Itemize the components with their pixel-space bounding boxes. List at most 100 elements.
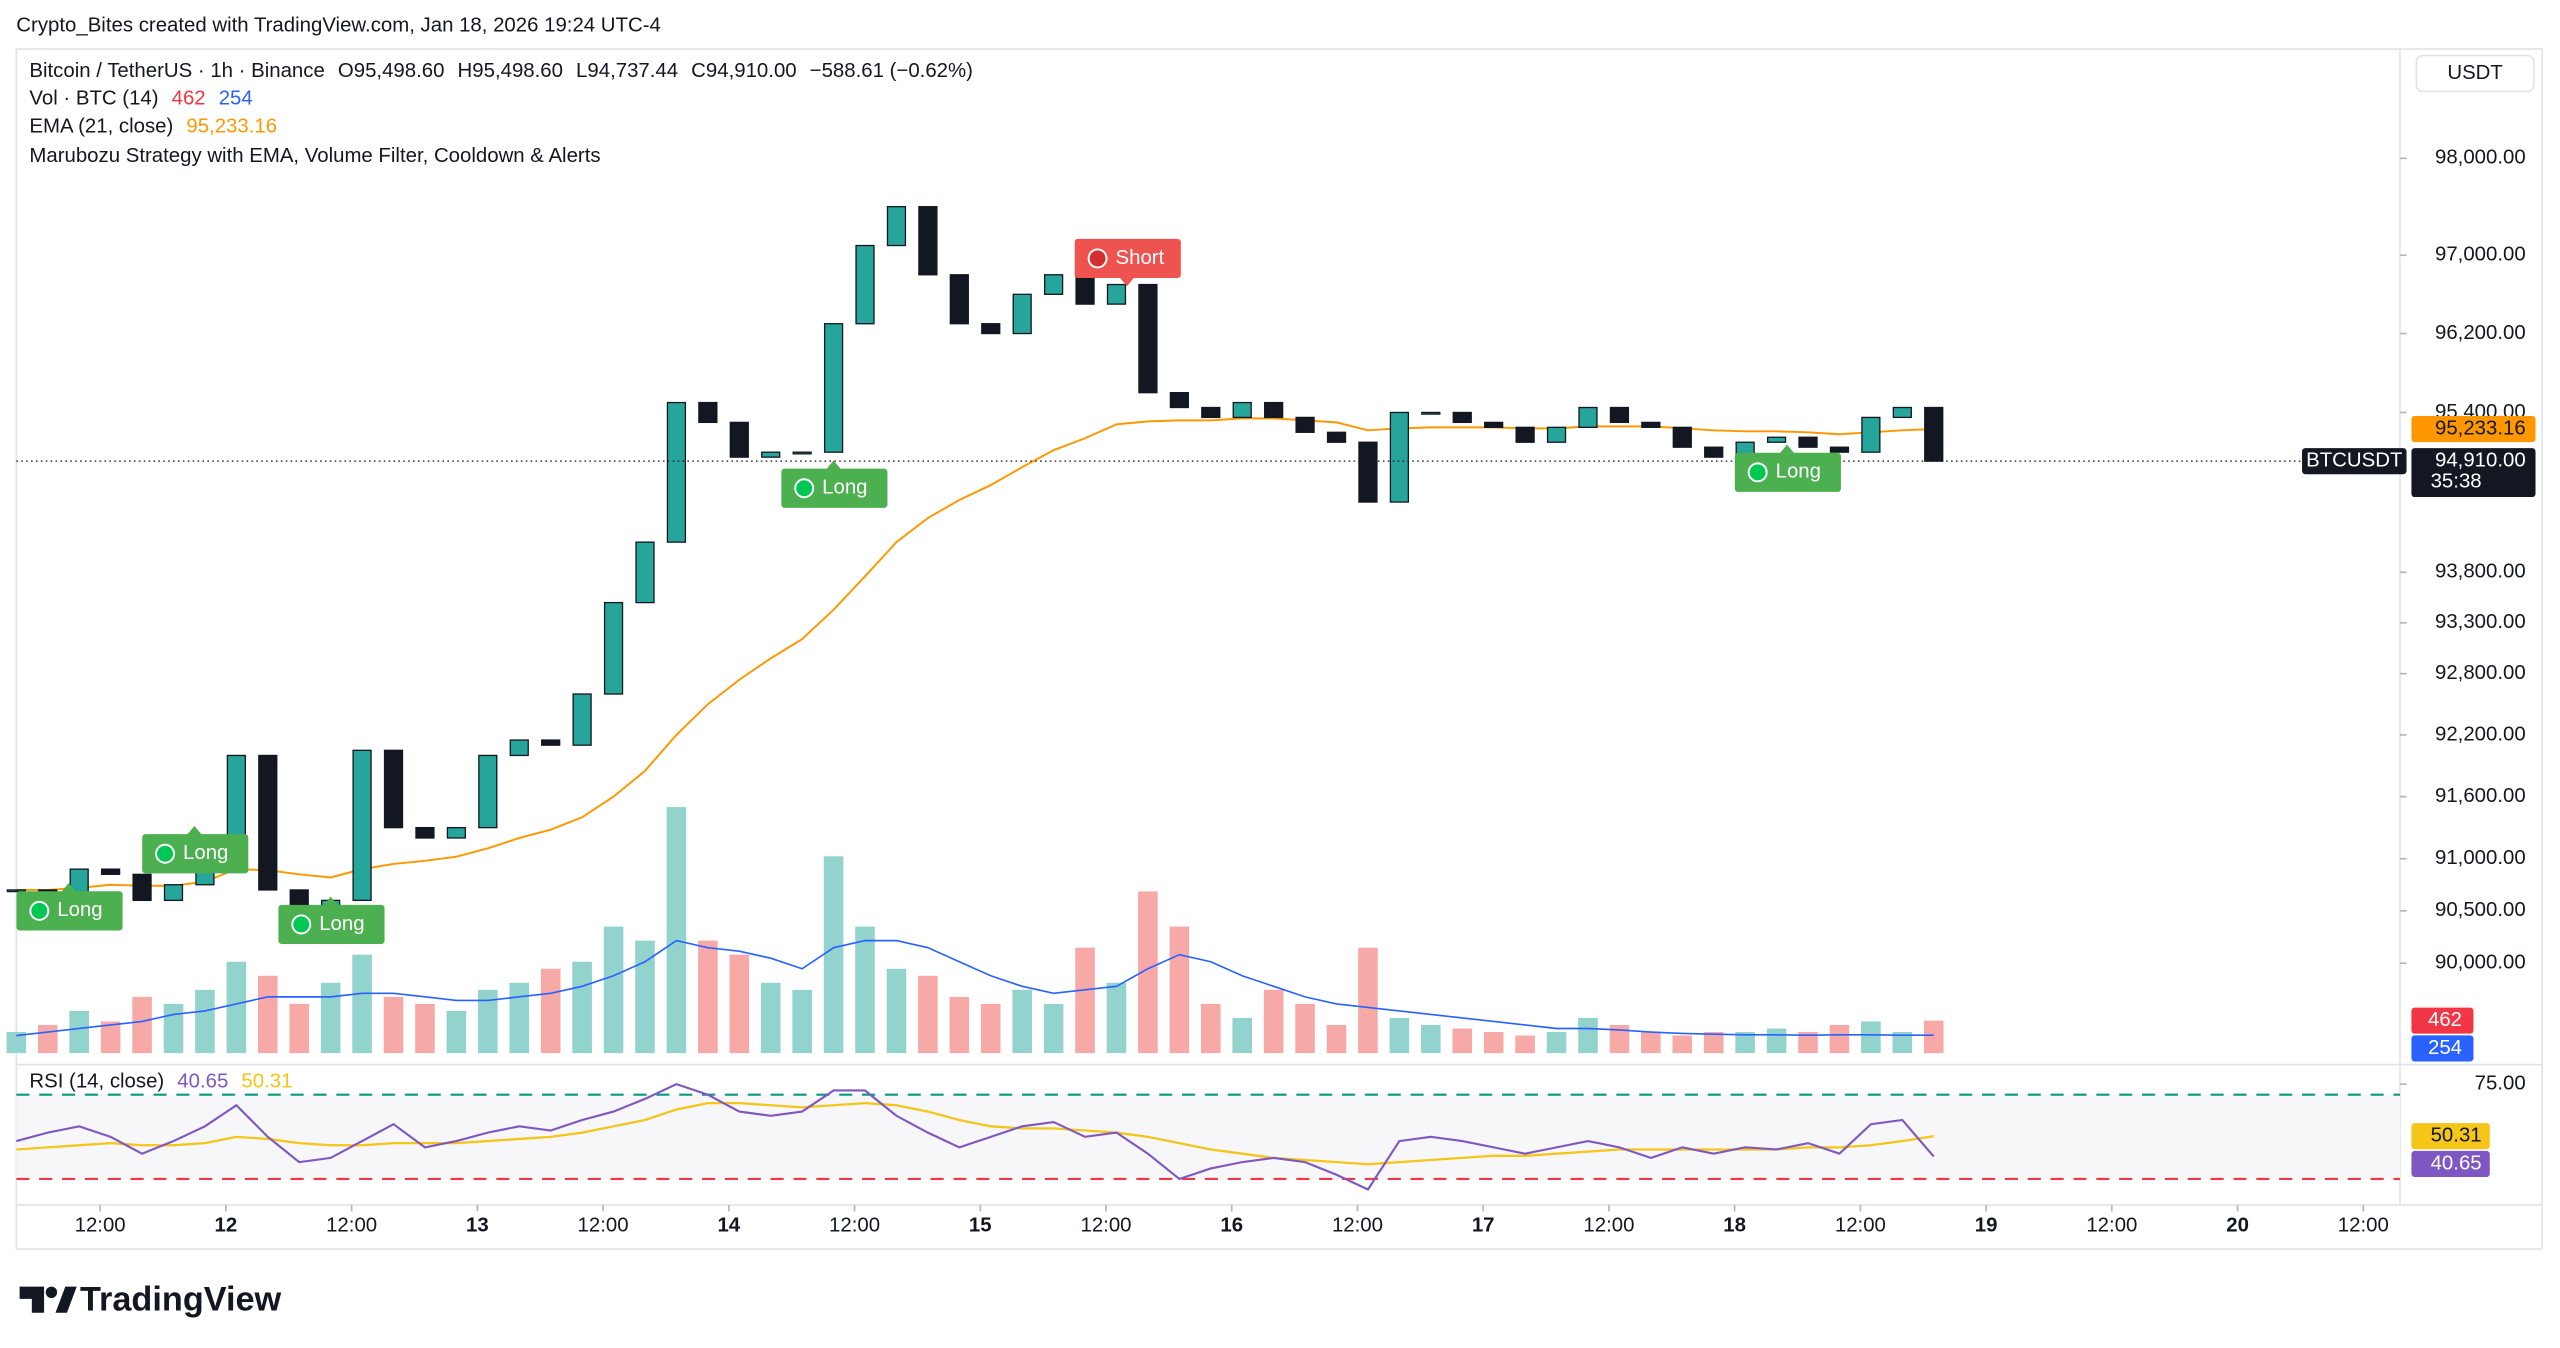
signal-box xyxy=(16,891,123,931)
candle xyxy=(1421,411,1441,415)
candle xyxy=(666,401,687,543)
volume-ma-tag-text: 254 xyxy=(2428,1037,2462,1059)
volume-name: Vol · BTC (14) xyxy=(29,88,158,110)
signal-box xyxy=(1074,238,1181,279)
signal-box xyxy=(278,904,385,945)
volume-bar xyxy=(1358,947,1378,1054)
signal-pointer xyxy=(186,826,203,836)
candle xyxy=(1546,426,1567,443)
volume-bar xyxy=(257,975,278,1054)
candle xyxy=(635,541,655,604)
signal-box xyxy=(142,834,249,874)
volume-bar xyxy=(1609,1024,1630,1054)
candle xyxy=(981,323,1001,335)
x-tick-label: 13 xyxy=(466,1215,489,1237)
symbol-tag xyxy=(2302,448,2407,475)
symbol-tag-text: BTCUSDT xyxy=(2306,450,2402,472)
volume-bar xyxy=(1861,1021,1881,1054)
volume-bar xyxy=(1641,1032,1661,1054)
x-tick-label: 18 xyxy=(1723,1215,1746,1237)
x-tick-label: 12:00 xyxy=(2086,1215,2137,1237)
volume-tag-text: 462 xyxy=(2428,1009,2462,1031)
ohlc-value: 94,737.44 xyxy=(587,60,678,82)
signal-pointer xyxy=(60,883,77,893)
volume-bar xyxy=(1169,926,1190,1054)
candle xyxy=(1012,293,1032,335)
x-tick-label: 15 xyxy=(969,1215,992,1237)
x-tick-label: 12:00 xyxy=(1583,1215,1634,1237)
candle xyxy=(6,889,26,893)
candle xyxy=(1264,401,1284,419)
rsi-ma-tag xyxy=(2411,1123,2490,1150)
currency[interactable]: USDT xyxy=(2447,62,2503,84)
candle xyxy=(509,739,529,757)
candle xyxy=(352,749,372,902)
ohlc-label: H xyxy=(458,60,473,82)
signal-text: Long xyxy=(1776,461,1821,483)
volume-bar xyxy=(289,1003,310,1054)
signal-dot xyxy=(794,478,815,499)
signal-label: Long xyxy=(1734,444,1841,492)
signal-dot xyxy=(1747,462,1768,483)
volume-bar xyxy=(1138,891,1158,1054)
volume-bar xyxy=(6,1032,27,1054)
ohlc-label: C xyxy=(691,60,706,82)
candle xyxy=(1484,421,1504,428)
rsi-band xyxy=(16,1094,2401,1179)
volume-bar xyxy=(69,1010,89,1054)
ohlc-label: L xyxy=(576,60,587,82)
y-tick-label: 92,800.00 xyxy=(2435,662,2526,684)
candle xyxy=(1106,283,1127,305)
x-tick-label: 12:00 xyxy=(829,1215,880,1237)
signal-box xyxy=(1734,452,1841,492)
y-tick-label: 98,000.00 xyxy=(2435,147,2526,169)
signal-dot xyxy=(1087,248,1108,269)
volume-bar xyxy=(635,940,655,1054)
logo-mark xyxy=(19,1286,45,1313)
rsi-name: RSI (14, close) xyxy=(29,1071,164,1093)
logo-mark xyxy=(55,1286,77,1313)
strategy-name: Marubozu Strategy with EMA, Volume Filte… xyxy=(29,145,600,167)
x-tick-label: 12:00 xyxy=(578,1215,629,1237)
volume-bar xyxy=(572,961,592,1054)
rsi-legend: RSI (14, close) 40.65 50.31 xyxy=(29,1071,292,1093)
rsi-tick-label: 75.00 xyxy=(2475,1073,2526,1095)
x-tick-label: 16 xyxy=(1220,1215,1243,1237)
price-tag-text: 94,910.00 xyxy=(2435,450,2526,472)
candle xyxy=(541,739,561,746)
candle xyxy=(132,873,152,902)
volume-bar xyxy=(760,982,781,1054)
y-tick-label: 91,600.00 xyxy=(2435,785,2526,807)
volume-bar xyxy=(855,926,875,1054)
chart-frame xyxy=(15,48,2543,1250)
candle xyxy=(258,754,278,891)
volume-bar xyxy=(226,961,247,1054)
volume-bar xyxy=(949,996,970,1054)
candle xyxy=(1766,436,1787,443)
symbol-legend: Bitcoin / TetherUS · 1h · Binance O95,498… xyxy=(29,60,973,82)
x-tick-label: 12:00 xyxy=(1332,1215,1383,1237)
x-tick-label: 12 xyxy=(215,1215,238,1237)
candle xyxy=(1861,416,1881,453)
x-tick-label: 12:00 xyxy=(1080,1215,1131,1237)
ema-value: 95,233.16 xyxy=(186,116,277,138)
ema-tag-text: 95,233.16 xyxy=(2435,417,2526,439)
volume-bar xyxy=(1515,1035,1535,1054)
candle xyxy=(949,274,969,325)
volume-bar xyxy=(918,975,938,1054)
candle xyxy=(1169,392,1189,409)
candle xyxy=(383,749,404,829)
volume-bar xyxy=(1798,1032,1818,1054)
volume-bar xyxy=(666,807,687,1054)
y-tick-label: 96,200.00 xyxy=(2435,322,2526,344)
candle xyxy=(1138,283,1158,394)
x-tick-label: 19 xyxy=(1975,1215,1998,1237)
y-tick-label: 93,300.00 xyxy=(2435,611,2526,633)
volume-bar xyxy=(37,1024,58,1054)
y-tick-label: 92,200.00 xyxy=(2435,723,2526,745)
signal-dot xyxy=(155,843,176,864)
volume-bar xyxy=(1578,1017,1598,1054)
currency-box[interactable] xyxy=(2415,54,2535,93)
volume-bar xyxy=(1892,1032,1913,1054)
ohlc-value: 94,910.00 xyxy=(706,60,797,82)
